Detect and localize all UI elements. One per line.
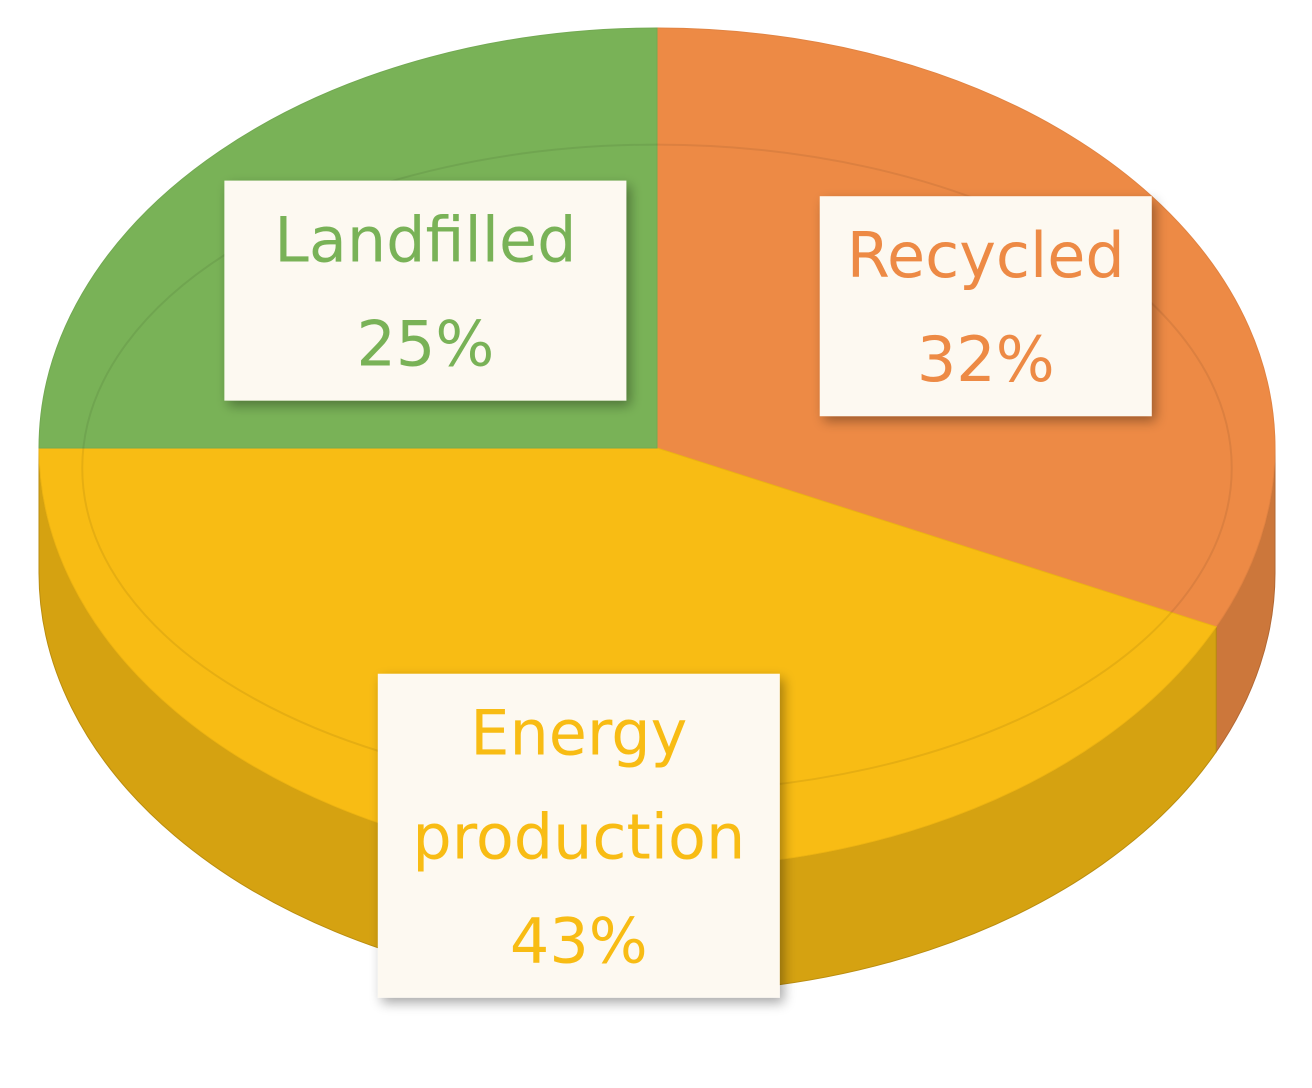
data-label-box <box>819 196 1152 417</box>
data-label-box <box>377 673 780 998</box>
data-label-text: Recycled <box>847 219 1125 292</box>
data-label-text: production <box>412 801 745 874</box>
data-label-text: Landfilled <box>274 203 576 276</box>
data-label-value: 43% <box>510 905 648 978</box>
data-label-text: Energy <box>470 697 687 770</box>
data-labels: Recycled 32% Energy production 43% Landfilled… <box>224 180 1152 998</box>
data-label-1: Recycled 32% <box>819 196 1152 417</box>
data-label-box <box>224 180 627 401</box>
data-label-3: Landfilled 25% <box>224 180 627 401</box>
data-label-2: Energy production 43% <box>377 673 780 998</box>
data-label-value: 32% <box>917 323 1055 396</box>
data-label-value: 25% <box>356 307 494 380</box>
